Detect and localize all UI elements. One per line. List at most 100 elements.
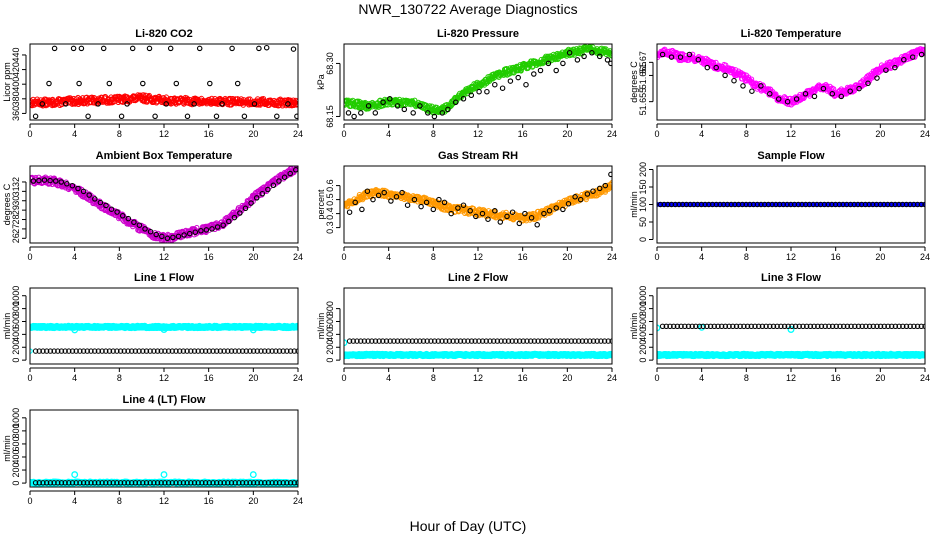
x-tick-label: 24 bbox=[920, 252, 930, 262]
data-point bbox=[874, 75, 880, 81]
data-point bbox=[865, 80, 871, 87]
data-point bbox=[789, 323, 795, 329]
x-tick-label: 16 bbox=[831, 129, 841, 139]
data-point bbox=[239, 480, 246, 486]
x-tick-label: 0 bbox=[27, 252, 32, 262]
data-point bbox=[896, 323, 902, 329]
y-tick-label: 200 bbox=[11, 340, 21, 355]
data-point bbox=[659, 51, 666, 58]
data-point bbox=[73, 480, 79, 486]
data-point bbox=[76, 80, 82, 87]
x-tick-label: 0 bbox=[654, 252, 659, 262]
y-tick-label: 68.15 bbox=[325, 105, 335, 128]
figure-xlabel: Hour of Day (UTC) bbox=[410, 518, 527, 534]
y-tick-label: 200 bbox=[638, 162, 648, 177]
data-point bbox=[184, 480, 190, 486]
data-point bbox=[733, 323, 740, 329]
data-point bbox=[601, 338, 608, 344]
x-tick-label: 4 bbox=[72, 252, 77, 262]
data-point bbox=[129, 480, 135, 486]
data-point bbox=[124, 101, 130, 107]
data-point bbox=[276, 348, 283, 354]
x-tick-label: 16 bbox=[204, 496, 214, 506]
data-point bbox=[358, 110, 364, 116]
data-point bbox=[694, 201, 701, 208]
data-point bbox=[170, 234, 176, 241]
x-tick-label: 12 bbox=[473, 252, 483, 262]
x-tick-label: 4 bbox=[386, 129, 391, 139]
data-point bbox=[217, 348, 224, 354]
data-point bbox=[231, 214, 238, 221]
series-layer bbox=[344, 338, 612, 360]
x-tick-label: 20 bbox=[562, 129, 572, 139]
x-tick-label: 12 bbox=[786, 252, 796, 262]
x-tick-label: 20 bbox=[248, 129, 258, 139]
data-point bbox=[665, 201, 671, 208]
y-tick-label: 380 bbox=[11, 91, 21, 106]
x-tick-label: 24 bbox=[920, 129, 930, 139]
data-point bbox=[676, 201, 682, 208]
data-point bbox=[560, 206, 566, 213]
data-point bbox=[553, 67, 559, 74]
data-point bbox=[487, 338, 493, 344]
data-point bbox=[583, 338, 589, 344]
data-point bbox=[689, 51, 696, 57]
data-point bbox=[372, 338, 379, 344]
data-point bbox=[140, 348, 146, 354]
data-point bbox=[841, 323, 847, 329]
y-tick-label: 800 bbox=[11, 423, 21, 438]
data-point bbox=[92, 196, 98, 202]
data-point bbox=[188, 348, 194, 354]
data-point bbox=[550, 338, 556, 344]
x-tick-label: 0 bbox=[27, 129, 32, 139]
data-point bbox=[695, 56, 702, 63]
data-point bbox=[748, 323, 754, 329]
data-point bbox=[173, 80, 180, 87]
data-point bbox=[85, 113, 91, 120]
data-point bbox=[293, 322, 298, 330]
x-tick-label: 16 bbox=[204, 373, 214, 383]
data-point bbox=[743, 201, 749, 208]
data-point bbox=[247, 480, 253, 486]
data-point bbox=[445, 106, 451, 113]
data-point bbox=[80, 348, 87, 354]
y-tick-label: 1000 bbox=[11, 408, 21, 428]
panel-title: Gas Stream RH bbox=[438, 150, 518, 162]
x-tick-label: 0 bbox=[341, 373, 346, 383]
x-tick-label: 16 bbox=[518, 373, 528, 383]
data-point bbox=[545, 60, 552, 67]
data-point bbox=[84, 480, 91, 486]
data-point bbox=[516, 220, 523, 227]
data-point bbox=[561, 338, 567, 344]
data-point bbox=[767, 91, 773, 97]
data-point bbox=[362, 99, 368, 106]
series-layer bbox=[344, 44, 612, 120]
panel-title: Li-820 Temperature bbox=[741, 28, 842, 40]
data-point bbox=[270, 182, 277, 189]
data-point bbox=[239, 348, 246, 354]
data-point bbox=[431, 338, 438, 344]
x-tick-label: 0 bbox=[654, 129, 659, 139]
data-point bbox=[103, 348, 109, 354]
data-point bbox=[160, 471, 168, 479]
data-point bbox=[722, 323, 729, 329]
data-point bbox=[269, 348, 275, 354]
data-point bbox=[410, 110, 416, 116]
data-point bbox=[106, 480, 113, 486]
data-point bbox=[832, 201, 839, 208]
data-point bbox=[596, 185, 603, 192]
data-point bbox=[557, 338, 563, 344]
data-point bbox=[226, 218, 232, 225]
data-point bbox=[47, 348, 54, 354]
data-point bbox=[132, 348, 139, 354]
data-point bbox=[248, 200, 254, 206]
data-point bbox=[509, 209, 516, 215]
data-point bbox=[873, 201, 880, 208]
data-point bbox=[30, 348, 33, 354]
y-tick-label: 1000 bbox=[11, 286, 21, 306]
data-point bbox=[881, 201, 887, 208]
data-point bbox=[856, 85, 862, 92]
data-point bbox=[844, 201, 850, 208]
